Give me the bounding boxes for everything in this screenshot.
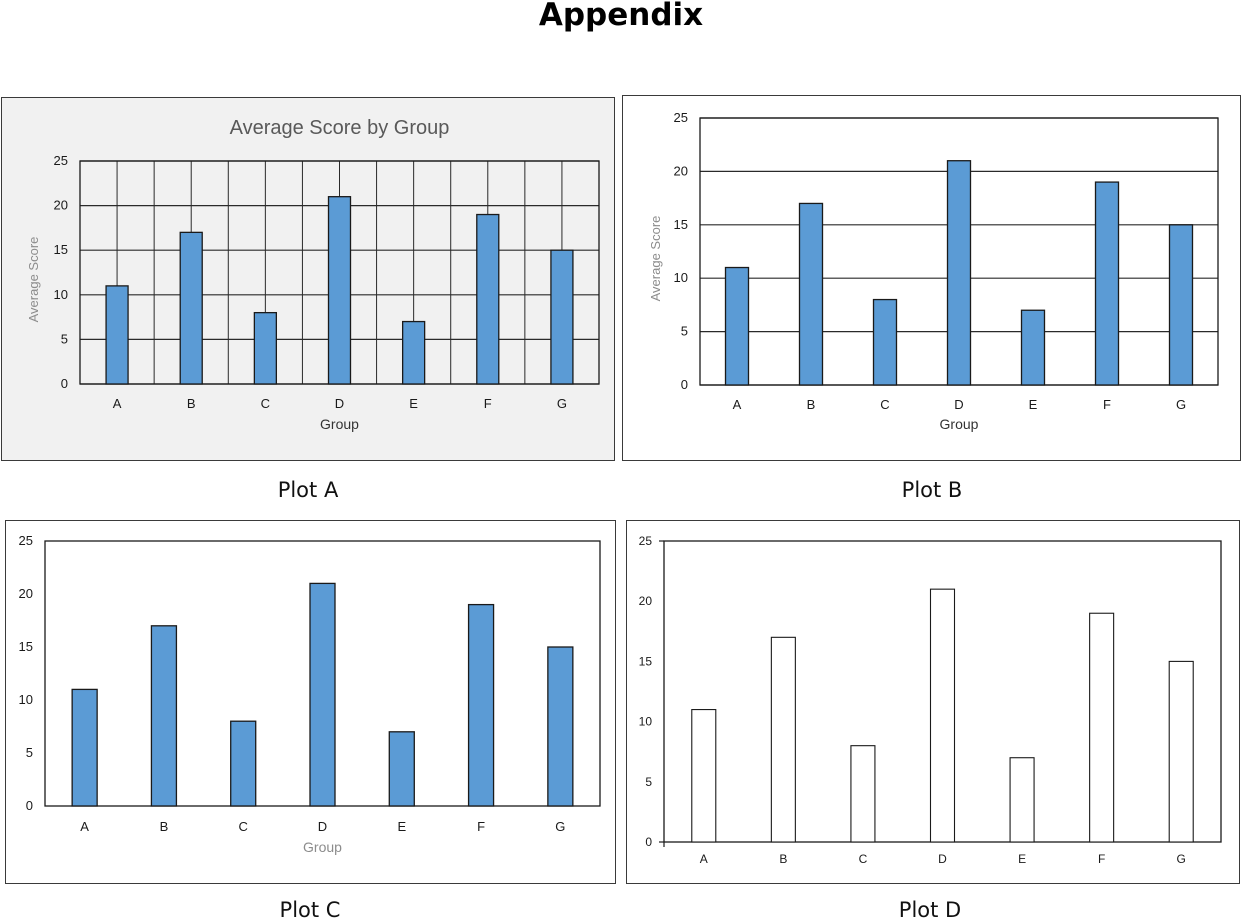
plot-c-bar-b: [150, 625, 178, 807]
plot-b-bar-g: [1168, 224, 1194, 386]
plot-a-bar-g: [550, 249, 574, 385]
plot-b-bar-e: [1020, 309, 1046, 386]
plot-b-y-tick-label: 5: [681, 324, 688, 339]
plot-a-bar-e: [401, 320, 426, 385]
plot-b-bar-c: [872, 298, 898, 386]
plot-d-bar-d: [929, 588, 956, 843]
plot-d-chart: 0 5 10 15 20 25 A B C D E F G: [639, 534, 1222, 866]
plot-b-y-tick-label: 25: [674, 110, 688, 125]
plot-b-bar-d: [946, 160, 972, 386]
plot-a-y-tick-label: 0: [61, 376, 68, 391]
plot-d-y-tick-label: 0: [645, 835, 652, 849]
plot-b-x-tick-label: B: [807, 397, 816, 412]
plot-b-y-tick-label: 20: [674, 163, 688, 178]
plot-c-bar-f: [467, 603, 495, 807]
plot-b-x-tick-label: C: [880, 397, 889, 412]
plot-c-x-axis-label: Group: [303, 839, 342, 855]
plot-a-y-tick-label: 10: [54, 287, 68, 302]
plot-d-bar-a: [691, 709, 717, 843]
plot-c-x-tick-label: D: [318, 819, 327, 834]
plot-c-x-tick-label: E: [397, 819, 406, 834]
plot-a-bar-f: [476, 213, 500, 385]
plot-c-bar-d: [309, 582, 336, 807]
plot-b-caption: Plot B: [901, 478, 963, 502]
plot-d-x-tick-label: C: [859, 852, 868, 866]
plot-b-panel: 0 5 10 15 20 25 A B C D E F G Group Average Score: [622, 95, 1241, 461]
plot-b-bar-f: [1094, 181, 1120, 386]
plot-c-x-tick-label: C: [239, 819, 248, 834]
plot-a-caption: Plot A: [277, 478, 339, 502]
plot-d-x-tick-label: E: [1018, 852, 1026, 866]
plot-a-bar-b: [179, 231, 203, 385]
plot-d-y-tick-label: 25: [639, 534, 653, 548]
plot-d-y-tick-label: 15: [639, 654, 653, 668]
plot-d-y-tick-label: 10: [639, 715, 653, 729]
plot-c-y-tick-label: 15: [19, 639, 33, 654]
plot-a-x-tick-label: D: [335, 396, 344, 411]
plot-c-bar-c: [230, 720, 257, 807]
plot-c-panel: 0 5 10 15 20 25 A B C D E F G Group: [5, 520, 616, 884]
plot-b-x-tick-label: E: [1029, 397, 1038, 412]
plot-c-x-tick-label: A: [80, 819, 89, 834]
plot-a-bar-c: [253, 311, 278, 385]
plot-c-chart: 0 5 10 15 20 25 A B C D E F G Group: [19, 533, 601, 855]
plot-a-bar-d: [327, 196, 352, 385]
plot-a-y-axis-label: Average Score: [26, 237, 41, 323]
plot-c-y-tick-label: 5: [26, 745, 33, 760]
plot-d-y-tick-label: 5: [645, 775, 652, 789]
plot-b-x-axis-label: Group: [940, 416, 979, 432]
plot-c-x-tick-label: G: [555, 819, 565, 834]
plot-c-y-tick-label: 0: [26, 798, 33, 813]
plot-a-x-tick-label: F: [484, 396, 492, 411]
plot-a-chart-title: Average Score by Group: [230, 117, 450, 139]
plot-a-x-tick-label: A: [113, 396, 122, 411]
plot-c-caption: Plot C: [279, 898, 341, 922]
plot-d-panel: 0 5 10 15 20 25 A B C D E F G: [626, 520, 1240, 884]
plot-d-x-tick-label: F: [1098, 852, 1105, 866]
plot-d-bar-e: [1009, 757, 1035, 843]
plot-a-y-tick-label: 20: [54, 198, 68, 213]
plot-c-bar-g: [547, 646, 574, 807]
plot-c-y-tick-label: 25: [19, 533, 33, 548]
plot-d-bar-f: [1089, 612, 1115, 843]
plot-a-y-tick-label: 25: [54, 153, 68, 168]
plot-c-y-tick-label: 20: [19, 586, 33, 601]
plot-d-caption: Plot D: [898, 898, 962, 922]
plot-d-bar-g: [1168, 660, 1194, 843]
plot-b-x-tick-label: G: [1176, 397, 1186, 412]
plot-a-x-tick-label: C: [261, 396, 270, 411]
plot-d-bar-b: [770, 636, 796, 843]
plot-b-chart: 0 5 10 15 20 25 A B C D E F G Group Average Score: [648, 110, 1219, 432]
plot-d-x-tick-label: A: [700, 852, 708, 866]
plot-c-x-tick-label: B: [160, 819, 169, 834]
plot-d-x-tick-label: B: [779, 852, 787, 866]
plot-a-panel: Average Score by Group 0 5 10 15 20 25 A B C D E F G G…: [1, 97, 615, 461]
plot-c-bar-e: [388, 731, 415, 807]
plot-a-x-tick-label: E: [409, 396, 418, 411]
plot-d-y-tick-label: 20: [639, 594, 653, 608]
plot-b-y-tick-label: 10: [674, 270, 688, 285]
plot-a-y-tick-label: 5: [61, 331, 68, 346]
plot-b-x-tick-label: D: [954, 397, 963, 412]
page-title: Appendix: [538, 0, 704, 33]
plot-b-bar-b: [798, 202, 824, 386]
plot-a-chart: Average Score by Group 0 5 10 15 20 25 A B C D E F G G…: [26, 117, 600, 432]
plot-b-x-tick-label: A: [733, 397, 742, 412]
plot-a-x-axis-label: Group: [320, 416, 359, 432]
plot-b-y-tick-label: 15: [674, 217, 688, 232]
plot-c-bar-a: [71, 688, 98, 807]
plot-c-x-tick-label: F: [477, 819, 485, 834]
plot-a-bar-a: [105, 285, 129, 385]
plot-d-x-tick-label: D: [938, 852, 947, 866]
plot-b-y-tick-label: 0: [681, 377, 688, 392]
plot-c-y-tick-label: 10: [19, 692, 33, 707]
plot-b-x-tick-label: F: [1103, 397, 1111, 412]
plot-a-x-tick-label: B: [187, 396, 196, 411]
plot-d-bar-c: [850, 745, 876, 843]
plot-a-y-tick-label: 15: [54, 242, 68, 257]
plot-b-y-axis-label: Average Score: [648, 216, 663, 302]
plot-a-x-tick-label: G: [557, 396, 567, 411]
plot-b-bar-a: [724, 266, 750, 386]
plot-d-x-tick-label: G: [1177, 852, 1186, 866]
